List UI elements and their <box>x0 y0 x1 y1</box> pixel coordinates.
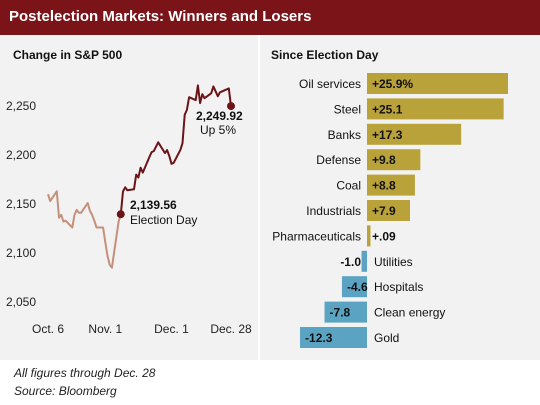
bar-8 <box>341 276 367 298</box>
bar-10 <box>300 327 367 348</box>
y-tick-label: 2,100 <box>6 246 36 260</box>
bar-value-label: +8.8 <box>372 179 396 193</box>
category-label: Clean energy <box>374 306 445 320</box>
bar-value-label: +7.9 <box>372 204 396 218</box>
dec-28-label: Up 5% <box>200 123 236 137</box>
bar-value-label: -7.8 <box>330 306 351 320</box>
series-line-after-election <box>119 84 232 215</box>
bar-0 <box>367 73 508 94</box>
election-day-label: Election Day <box>130 213 197 227</box>
y-tick-label: 2,050 <box>6 295 36 309</box>
bar-4 <box>367 174 415 196</box>
sectors-bar-chart: Oil services +25.9% Steel +25.1 Banks +17.3 De… <box>272 73 508 348</box>
election-day-value-label: 2,139.56 <box>130 198 177 212</box>
bar-6 <box>367 225 371 247</box>
category-label: Oil services <box>299 77 361 91</box>
x-tick-label: Dec. 28 <box>210 322 252 336</box>
source-note: Source: Bloomberg <box>14 384 117 398</box>
election-day-point <box>116 210 125 219</box>
category-label: Hospitals <box>374 280 423 294</box>
bar-9 <box>324 301 367 323</box>
panel-divider <box>258 35 260 360</box>
header-bar: Postelection Markets: Winners and Losers <box>0 0 540 35</box>
bar-1 <box>367 98 504 120</box>
bar-2 <box>367 123 462 145</box>
bar-value-label: -12.3 <box>305 331 333 345</box>
x-tick-label: Oct. 6 <box>32 322 64 336</box>
bar-value-label: +9.8 <box>372 153 396 167</box>
bar-value-label: +17.3 <box>372 128 403 142</box>
bar-value-label: +25.9% <box>372 77 413 91</box>
y-tick-label: 2,250 <box>6 99 36 113</box>
category-label: Defense <box>316 153 361 167</box>
sp500-chart-title: Change in S&P 500 <box>13 48 123 62</box>
y-tick-label: 2,200 <box>6 148 36 162</box>
bar-value-label: +25.1 <box>372 102 403 116</box>
dec-28-point <box>227 102 235 111</box>
category-label: Industrials <box>306 204 361 218</box>
bar-value-label: -4.6 <box>347 280 368 294</box>
dec-28-value-label: 2,249.92 <box>196 109 243 123</box>
y-tick-label: 2,150 <box>6 197 36 211</box>
category-label: Gold <box>374 331 399 345</box>
series-line-before-election <box>47 190 122 269</box>
x-tick-label: Nov. 1 <box>88 322 122 336</box>
bar-5 <box>367 200 411 221</box>
bar-3 <box>367 149 421 171</box>
sp500-line-chart: 2,050 2,100 2,150 2,200 2,250 Oct. 6 Nov. 1 Dec… <box>6 84 252 336</box>
category-label: Banks <box>328 128 361 142</box>
sectors-chart-title: Since Election Day <box>271 48 379 62</box>
page-title: Postelection Markets: Winners and Losers <box>9 8 312 25</box>
category-label: Steel <box>334 102 361 116</box>
x-tick-label: Dec. 1 <box>154 322 189 336</box>
category-label: Pharmaceuticals <box>272 229 361 243</box>
category-label: Coal <box>336 179 361 193</box>
bar-value-label: -1.0 <box>340 255 361 269</box>
bar-7 <box>361 250 367 272</box>
footnote: All figures through Dec. 28 <box>14 366 156 380</box>
bar-value-label: +.09 <box>372 229 396 243</box>
category-label: Utilities <box>374 255 413 269</box>
